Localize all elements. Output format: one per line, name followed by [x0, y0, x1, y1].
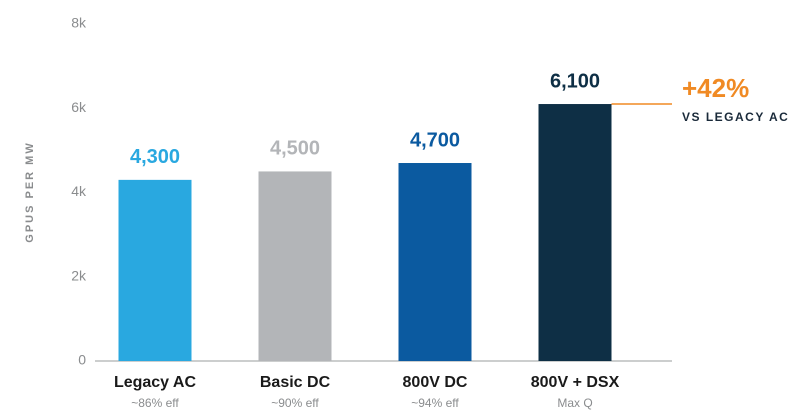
- bar: [258, 171, 332, 361]
- y-tick-label: 2k: [71, 267, 87, 283]
- bar: [538, 104, 612, 361]
- y-tick-label: 0: [78, 352, 86, 368]
- bar: [118, 179, 192, 361]
- annotation-subtext: VS LEGACY AC: [682, 110, 789, 124]
- y-axis-label: GPUS PER MW: [24, 141, 36, 242]
- y-tick-label: 8k: [71, 15, 87, 31]
- x-sublabel: ~94% eff: [411, 396, 459, 410]
- x-sublabel: Max Q: [557, 396, 592, 410]
- bar: [398, 163, 472, 361]
- x-tick-label: Legacy AC: [114, 374, 197, 391]
- y-tick-label: 6k: [71, 99, 87, 115]
- value-label: 6,100: [550, 70, 600, 92]
- y-tick-label: 4k: [71, 183, 87, 199]
- x-tick-label: Basic DC: [260, 374, 331, 391]
- value-label: 4,300: [130, 146, 180, 168]
- x-tick-label: 800V + DSX: [531, 374, 620, 391]
- value-label: 4,700: [410, 129, 460, 151]
- value-label: 4,500: [270, 138, 320, 160]
- x-sublabel: ~86% eff: [131, 396, 179, 410]
- x-tick-label: 800V DC: [403, 374, 468, 391]
- annotation: +42%: [682, 73, 749, 103]
- x-sublabel: ~90% eff: [271, 396, 319, 410]
